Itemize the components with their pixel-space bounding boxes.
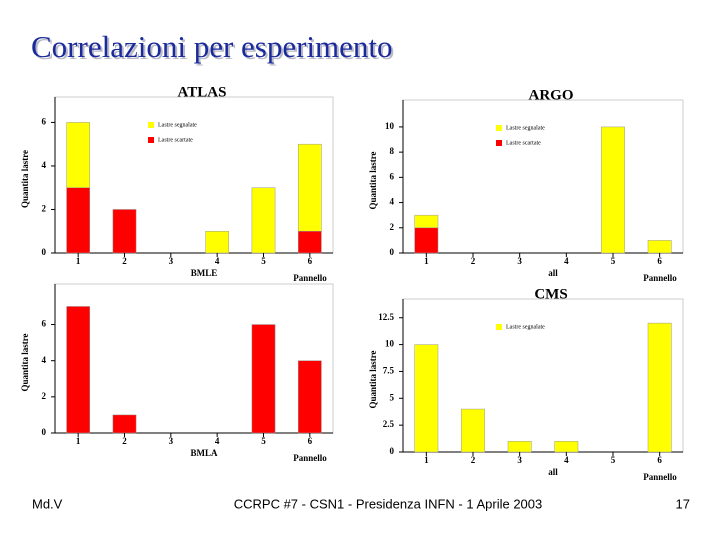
- plot-frame: [54, 283, 334, 434]
- x-tick-label: 4: [215, 256, 220, 266]
- y-tick-label: 2.5: [383, 419, 395, 429]
- bar: [298, 360, 322, 434]
- bar: [601, 126, 625, 254]
- bar: [554, 441, 579, 453]
- legend-label: Lastre segnalate: [158, 122, 197, 128]
- x-tick-label: 5: [261, 436, 266, 446]
- chart-title: CMS: [534, 286, 567, 302]
- x-tick-label: 4: [215, 436, 220, 446]
- legend-swatch: [496, 125, 502, 131]
- y-axis-label: Quantita lastre: [368, 350, 378, 408]
- x-tick-label: 2: [471, 256, 476, 266]
- x-tick-label: 2: [122, 436, 127, 446]
- x-tick-label: 3: [169, 436, 174, 446]
- y-tick-label: 2: [390, 222, 395, 232]
- annotation: BMLA: [191, 448, 219, 458]
- bar: [414, 344, 439, 453]
- bar: [112, 414, 137, 434]
- y-tick-label: 10: [385, 339, 395, 349]
- bar: [251, 324, 276, 434]
- y-axis-label: Quantita lastre: [20, 333, 30, 391]
- chart-title: ATLAS: [178, 84, 227, 100]
- legend-label: Lastre segnalate: [506, 125, 545, 131]
- bar: [298, 143, 322, 232]
- legend-swatch: [496, 140, 502, 146]
- annotation: BMLE: [191, 268, 218, 278]
- y-tick-label: 6: [42, 319, 47, 329]
- y-axis-label: Quantita lastre: [368, 151, 378, 209]
- plot-frame: [402, 99, 684, 254]
- y-tick-label: 0: [42, 247, 47, 257]
- x-tick-label: 4: [564, 455, 569, 465]
- x-tick-label: 1: [76, 436, 81, 446]
- bar: [647, 322, 672, 453]
- y-tick-label: 5: [390, 392, 395, 402]
- bar: [414, 214, 439, 229]
- x-tick-label: 2: [471, 455, 476, 465]
- legend-swatch: [148, 137, 154, 143]
- y-tick-label: 6: [42, 116, 47, 126]
- plot-frame: [54, 96, 334, 254]
- plot-frame: [402, 298, 684, 453]
- y-tick-label: 2: [42, 391, 47, 401]
- bar: [414, 227, 439, 254]
- annotation: all: [548, 268, 558, 278]
- bar: [112, 209, 137, 254]
- legend-swatch: [148, 122, 154, 128]
- bar: [66, 187, 91, 254]
- bar: [251, 187, 276, 254]
- y-tick-label: 6: [390, 171, 395, 181]
- legend-swatch: [496, 324, 502, 330]
- x-tick-label: 1: [424, 256, 429, 266]
- x-tick-label: 6: [657, 256, 662, 266]
- slide-title: Correlazioni per esperimento: [31, 29, 393, 64]
- y-tick-label: 2: [42, 204, 47, 214]
- y-tick-label: 0: [390, 446, 395, 456]
- bar: [507, 441, 532, 453]
- bar: [298, 230, 322, 254]
- y-axis-label: Quantita lastre: [20, 150, 30, 208]
- bar: [647, 240, 672, 254]
- legend-label: Lastre scartate: [158, 137, 193, 143]
- x-tick-label: 1: [76, 256, 81, 266]
- x-tick-label: 3: [169, 256, 174, 266]
- x-axis-label: Pannello: [643, 273, 677, 283]
- y-tick-label: 0: [390, 247, 395, 257]
- annotation: all: [548, 467, 558, 477]
- y-tick-label: 7.5: [383, 366, 395, 376]
- x-tick-label: 2: [122, 256, 127, 266]
- x-tick-label: 3: [517, 256, 522, 266]
- x-tick-label: 5: [611, 256, 616, 266]
- x-axis-label: Pannello: [293, 273, 327, 283]
- x-tick-label: 6: [308, 256, 313, 266]
- x-tick-label: 3: [517, 455, 522, 465]
- bar: [66, 122, 91, 188]
- y-tick-label: 10: [385, 121, 395, 131]
- y-tick-label: 12.5: [378, 312, 394, 322]
- x-tick-label: 5: [611, 455, 616, 465]
- y-tick-label: 4: [42, 160, 47, 170]
- legend-label: Lastre scartate: [506, 140, 541, 146]
- chart-title: ARGO: [529, 87, 574, 103]
- y-tick-label: 8: [390, 146, 395, 156]
- x-tick-label: 5: [261, 256, 266, 266]
- y-tick-label: 4: [390, 197, 395, 207]
- footer-center: CCRPC #7 - CSN1 - Presidenza INFN - 1 Ap…: [234, 496, 543, 511]
- y-tick-label: 0: [42, 427, 47, 437]
- footer-left: Md.V: [32, 496, 63, 511]
- legend-label: Lastre segnalate: [506, 324, 545, 330]
- x-axis-label: Pannello: [293, 453, 327, 463]
- x-tick-label: 4: [564, 256, 569, 266]
- x-tick-label: 6: [657, 455, 662, 465]
- footer-right: 17: [676, 496, 690, 511]
- bar: [66, 306, 91, 434]
- x-axis-label: Pannello: [643, 472, 677, 482]
- bar: [461, 408, 485, 453]
- x-tick-label: 6: [308, 436, 313, 446]
- title-shadow: Correlazioni per esperimento: [33, 31, 395, 66]
- x-tick-label: 1: [424, 455, 429, 465]
- y-tick-label: 4: [42, 355, 47, 365]
- bar: [205, 230, 229, 254]
